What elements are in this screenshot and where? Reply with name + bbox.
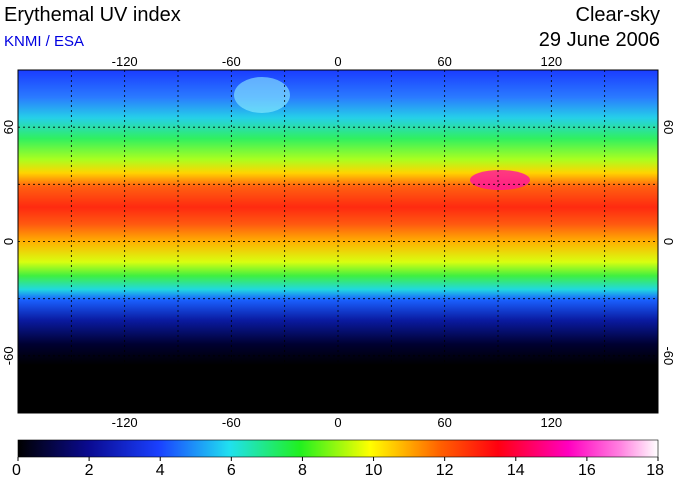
lon-tick-label-bottom: -60 — [222, 415, 241, 430]
lat-tick-label-right: 0 — [661, 238, 676, 245]
greenland-region — [234, 77, 290, 113]
colorbar-tick-label: 0 — [12, 462, 21, 479]
colorbar-tick-label: 2 — [85, 462, 94, 479]
lat-tick-label-left: -60 — [1, 346, 16, 365]
colorbar-tick-label: 12 — [436, 462, 454, 479]
lon-tick-label-top: -120 — [112, 54, 138, 69]
colorbar-tick-label: 4 — [156, 462, 165, 479]
colorbar — [17, 439, 659, 458]
colorbar-tick-label: 16 — [578, 462, 596, 479]
colorbar-tick-label: 6 — [227, 462, 236, 479]
colorbar-tick-label: 8 — [298, 462, 307, 479]
lat-tick-label-left: 60 — [1, 120, 16, 134]
condition: Clear-sky — [576, 4, 660, 26]
lon-tick-label-bottom: 120 — [540, 415, 562, 430]
lon-tick-label-bottom: 0 — [334, 415, 341, 430]
colorbar-tick-label: 14 — [507, 462, 525, 479]
uv-maximum-region — [470, 170, 530, 190]
lon-tick-label-top: 60 — [437, 54, 451, 69]
colorbar-tick-label: 10 — [365, 462, 383, 479]
lat-tick-label-left: 0 — [1, 238, 16, 245]
lon-tick-label-top: -60 — [222, 54, 241, 69]
lat-tick-label-right: -60 — [661, 346, 676, 365]
source: KNMI / ESA — [4, 33, 84, 50]
lon-tick-label-bottom: -120 — [112, 415, 138, 430]
colorbar-tick-label: 18 — [646, 462, 664, 479]
lon-tick-label-top: 120 — [540, 54, 562, 69]
lon-tick-label-bottom: 60 — [437, 415, 451, 430]
map-frame — [17, 69, 659, 414]
lon-tick-label-top: 0 — [334, 54, 341, 69]
title: Erythemal UV index — [4, 4, 181, 26]
date: 29 June 2006 — [539, 29, 660, 51]
lat-tick-label-right: 60 — [661, 120, 676, 134]
